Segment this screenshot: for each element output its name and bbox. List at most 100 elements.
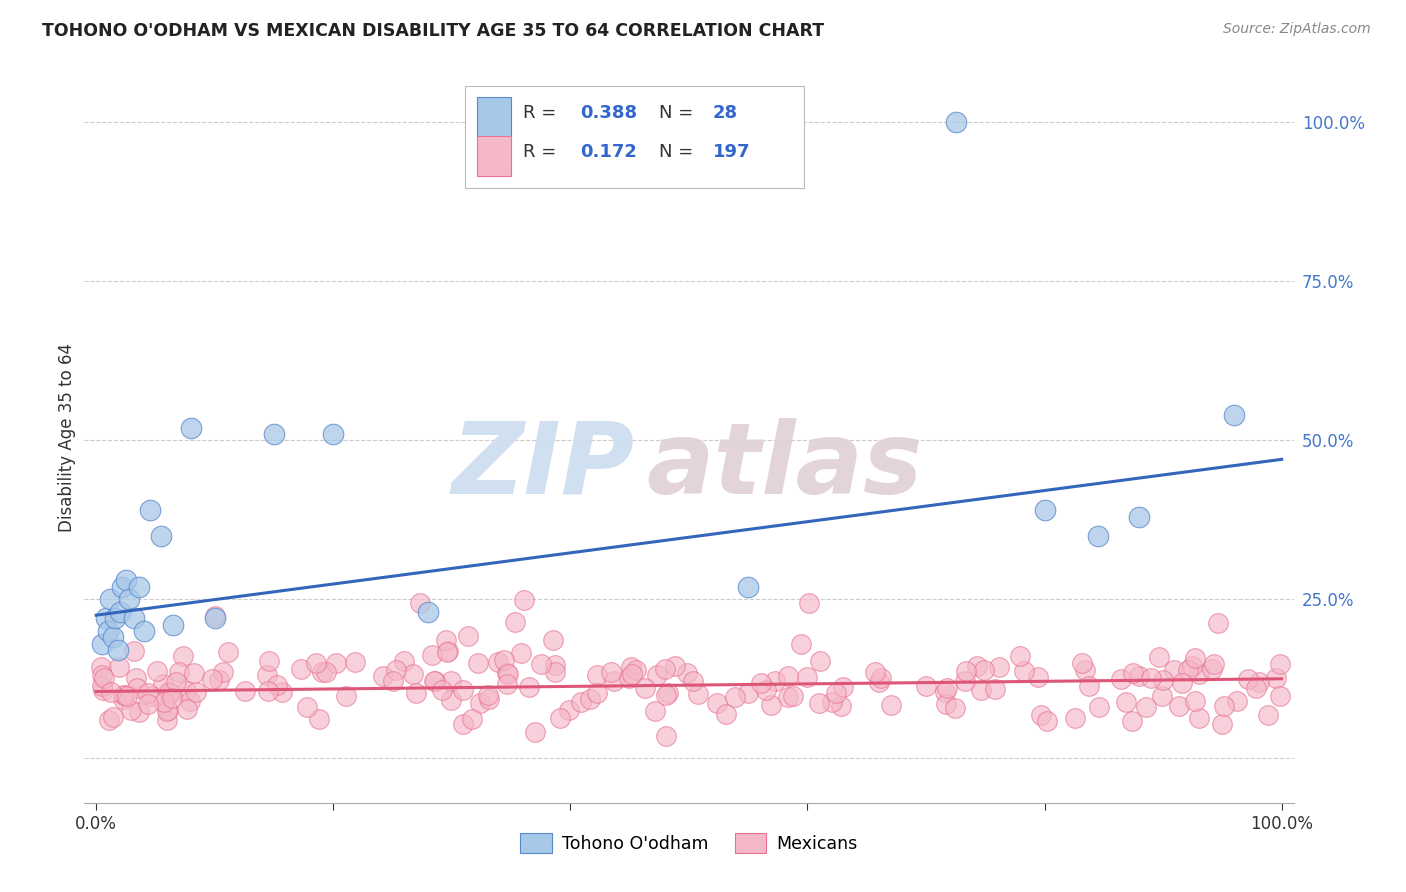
Point xyxy=(571,694,593,708)
Point xyxy=(256,668,278,682)
Text: Source: ZipAtlas.com: Source: ZipAtlas.com xyxy=(1223,22,1371,37)
Point xyxy=(655,688,678,702)
Point xyxy=(1171,675,1194,690)
Point xyxy=(322,426,344,441)
Point xyxy=(315,665,337,679)
Point xyxy=(91,683,114,698)
Point xyxy=(305,656,328,670)
Point xyxy=(654,662,676,676)
Point xyxy=(112,688,135,702)
Point xyxy=(914,679,936,693)
Point xyxy=(517,680,540,694)
Point xyxy=(90,679,112,693)
Point xyxy=(603,673,626,688)
Point xyxy=(1147,649,1170,664)
Point xyxy=(157,685,180,699)
Point xyxy=(880,698,903,712)
Point xyxy=(118,592,141,607)
Point xyxy=(955,664,977,678)
Point xyxy=(987,660,1010,674)
Point xyxy=(934,684,956,698)
Text: 28: 28 xyxy=(713,104,738,122)
Point xyxy=(179,694,201,708)
Point xyxy=(156,703,179,717)
Point xyxy=(624,663,647,677)
Point xyxy=(776,690,799,704)
Point xyxy=(737,686,759,700)
Point xyxy=(1074,663,1097,677)
Point xyxy=(585,686,607,700)
Point xyxy=(440,693,463,707)
Point xyxy=(1244,681,1267,696)
Text: R =: R = xyxy=(523,104,557,122)
Point xyxy=(176,702,198,716)
Point xyxy=(1128,669,1150,683)
Point xyxy=(830,698,852,713)
Point xyxy=(675,666,697,681)
Point xyxy=(437,644,460,658)
Point xyxy=(344,655,367,669)
Text: TOHONO O'ODHAM VS MEXICAN DISABILITY AGE 35 TO 64 CORRELATION CHART: TOHONO O'ODHAM VS MEXICAN DISABILITY AGE… xyxy=(42,22,824,40)
Point xyxy=(935,697,957,711)
Point xyxy=(325,656,347,670)
Point xyxy=(150,529,173,543)
Point xyxy=(724,690,747,704)
Point xyxy=(966,658,988,673)
FancyBboxPatch shape xyxy=(478,97,512,137)
Point xyxy=(138,503,160,517)
Point xyxy=(172,648,194,663)
Point xyxy=(208,673,231,687)
Point xyxy=(821,695,844,709)
Point xyxy=(496,666,519,681)
Point xyxy=(1077,679,1099,693)
Point xyxy=(655,729,678,743)
Point xyxy=(543,658,565,673)
Point xyxy=(470,696,492,710)
Point xyxy=(125,671,148,685)
FancyBboxPatch shape xyxy=(465,86,804,188)
Point xyxy=(308,713,330,727)
Point xyxy=(1202,657,1225,672)
Point xyxy=(686,687,709,701)
Point xyxy=(585,667,607,681)
Point xyxy=(478,692,501,706)
Point xyxy=(266,678,288,692)
Point xyxy=(381,673,404,688)
Point xyxy=(796,670,818,684)
Point xyxy=(1188,711,1211,725)
Point xyxy=(436,645,458,659)
Point xyxy=(152,676,174,690)
Point xyxy=(620,660,643,674)
Point xyxy=(600,665,623,679)
Point xyxy=(136,697,159,711)
Point xyxy=(160,686,183,700)
Point xyxy=(530,657,553,671)
Point xyxy=(91,637,114,651)
Point xyxy=(634,681,657,695)
Point xyxy=(434,632,457,647)
Point xyxy=(311,665,333,679)
Point xyxy=(112,688,135,702)
Point xyxy=(183,666,205,681)
Point xyxy=(486,655,509,669)
Point xyxy=(420,648,443,662)
Point xyxy=(211,665,233,679)
Point xyxy=(167,665,190,679)
Point xyxy=(100,592,122,607)
Point xyxy=(233,684,256,698)
Point xyxy=(98,714,121,728)
Point xyxy=(204,609,226,624)
Point xyxy=(122,644,145,658)
Point xyxy=(868,675,890,690)
Point xyxy=(807,696,830,710)
Legend: Tohono O'odham, Mexicans: Tohono O'odham, Mexicans xyxy=(513,826,865,860)
Point xyxy=(115,573,138,587)
Point xyxy=(297,700,319,714)
Point xyxy=(162,617,184,632)
Point xyxy=(1033,503,1056,517)
Point xyxy=(1031,708,1053,723)
Point xyxy=(1268,689,1291,703)
Point xyxy=(97,624,120,638)
Point xyxy=(156,704,179,718)
Point xyxy=(94,611,117,625)
